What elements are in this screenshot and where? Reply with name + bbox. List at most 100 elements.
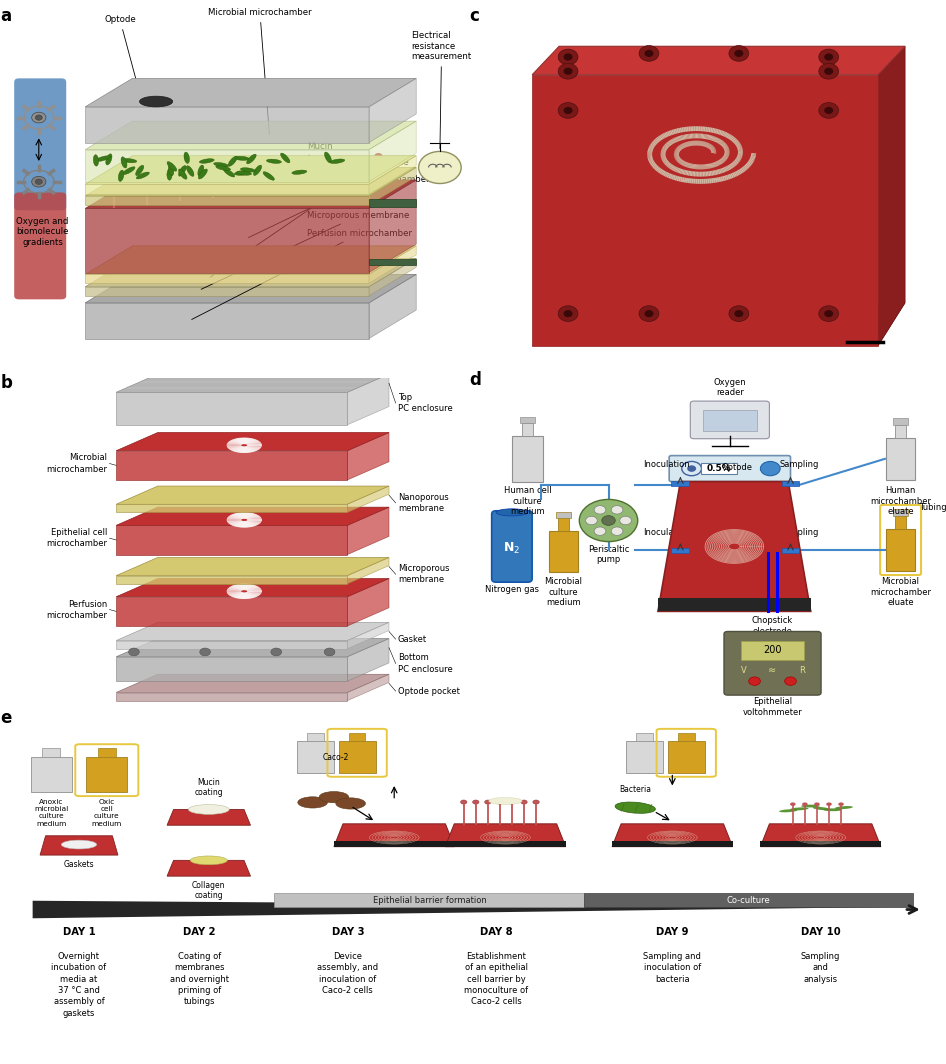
Polygon shape (347, 675, 389, 700)
Bar (895, 425, 906, 437)
Ellipse shape (94, 154, 98, 166)
Text: Electrical
resistance
measurement: Electrical resistance measurement (412, 31, 472, 149)
Bar (672, 481, 690, 486)
Polygon shape (167, 810, 251, 826)
Text: V: V (741, 666, 746, 675)
Ellipse shape (216, 166, 231, 170)
Bar (585, 894, 913, 907)
Circle shape (558, 102, 578, 118)
Bar (658, 598, 811, 612)
Text: Device
assembly, and
inoculation of
Caco-2 cells: Device assembly, and inoculation of Caco… (317, 951, 378, 995)
Bar (626, 741, 663, 772)
Ellipse shape (198, 165, 203, 177)
Ellipse shape (509, 800, 516, 804)
Ellipse shape (375, 153, 383, 161)
Circle shape (200, 648, 210, 655)
Polygon shape (761, 841, 881, 847)
Polygon shape (85, 259, 416, 287)
Circle shape (639, 46, 658, 62)
Polygon shape (347, 375, 389, 425)
Circle shape (729, 305, 748, 321)
Text: DAY 9: DAY 9 (657, 927, 689, 937)
Text: DAY 1: DAY 1 (62, 927, 96, 937)
Polygon shape (369, 121, 416, 182)
Text: Epithelial cell
microchamber: Epithelial cell microchamber (46, 528, 107, 548)
Polygon shape (369, 180, 416, 272)
Text: c: c (469, 7, 479, 26)
Bar (307, 733, 324, 741)
Polygon shape (612, 824, 732, 847)
Ellipse shape (184, 152, 189, 164)
Circle shape (611, 527, 622, 535)
Ellipse shape (96, 155, 110, 162)
Polygon shape (85, 106, 369, 143)
Polygon shape (116, 675, 389, 693)
Bar (369, 259, 416, 266)
Text: DAY 2: DAY 2 (184, 927, 216, 937)
Polygon shape (658, 482, 811, 612)
Ellipse shape (118, 170, 124, 182)
Text: DAY 8: DAY 8 (480, 927, 513, 937)
Circle shape (819, 64, 838, 79)
Polygon shape (116, 597, 347, 626)
Polygon shape (347, 638, 389, 681)
Ellipse shape (838, 802, 844, 805)
Ellipse shape (823, 809, 842, 811)
Text: Microbial microchamber: Microbial microchamber (208, 7, 312, 134)
Ellipse shape (263, 171, 274, 180)
Ellipse shape (166, 169, 172, 180)
Ellipse shape (123, 167, 135, 174)
Ellipse shape (308, 160, 317, 168)
Circle shape (620, 516, 631, 525)
Ellipse shape (110, 180, 118, 187)
Ellipse shape (176, 173, 184, 181)
Polygon shape (347, 558, 389, 584)
Text: Oxygen and
biomolecule
gradients: Oxygen and biomolecule gradients (16, 217, 69, 247)
Text: Perfusion
microchamber: Perfusion microchamber (46, 599, 107, 619)
Text: Microporous membrane: Microporous membrane (201, 211, 410, 289)
Ellipse shape (780, 810, 797, 812)
FancyBboxPatch shape (14, 193, 66, 299)
Polygon shape (347, 432, 389, 480)
Ellipse shape (330, 159, 344, 164)
Text: Sampling
and
analysis: Sampling and analysis (801, 951, 840, 983)
Polygon shape (85, 150, 369, 182)
Circle shape (644, 50, 654, 57)
Text: Nanoporous membrane: Nanoporous membrane (258, 157, 410, 199)
Bar (895, 516, 906, 529)
Text: ≈: ≈ (768, 665, 777, 675)
Polygon shape (116, 622, 389, 641)
Bar (558, 518, 569, 531)
Text: Microbial
culture
medium: Microbial culture medium (545, 578, 583, 608)
Bar (339, 741, 376, 772)
Ellipse shape (813, 807, 831, 811)
FancyBboxPatch shape (691, 401, 769, 438)
Polygon shape (85, 180, 416, 209)
Polygon shape (116, 579, 389, 597)
Bar (893, 510, 908, 516)
Circle shape (824, 310, 833, 317)
Text: Oxic
cell
culture
medium: Oxic cell culture medium (92, 799, 122, 827)
Ellipse shape (292, 170, 307, 174)
Circle shape (734, 310, 744, 317)
Text: Co-culture: Co-culture (727, 896, 770, 904)
Polygon shape (347, 622, 389, 649)
Circle shape (602, 516, 615, 526)
Ellipse shape (136, 172, 149, 179)
Polygon shape (85, 121, 416, 150)
Polygon shape (369, 167, 416, 205)
Polygon shape (116, 576, 347, 584)
Polygon shape (369, 155, 416, 195)
Circle shape (32, 177, 45, 187)
Circle shape (824, 68, 833, 74)
Circle shape (644, 310, 654, 317)
Ellipse shape (815, 802, 820, 805)
Circle shape (129, 648, 139, 655)
Text: Establishment
of an epithelial
cell barrier by
monoculture of
Caco-2 cells: Establishment of an epithelial cell barr… (464, 951, 528, 1007)
Polygon shape (167, 861, 251, 876)
Polygon shape (334, 841, 454, 847)
Text: Microporous
membrane: Microporous membrane (398, 564, 449, 584)
Ellipse shape (473, 800, 479, 804)
Ellipse shape (235, 171, 250, 176)
Text: Sampling: Sampling (780, 529, 819, 537)
